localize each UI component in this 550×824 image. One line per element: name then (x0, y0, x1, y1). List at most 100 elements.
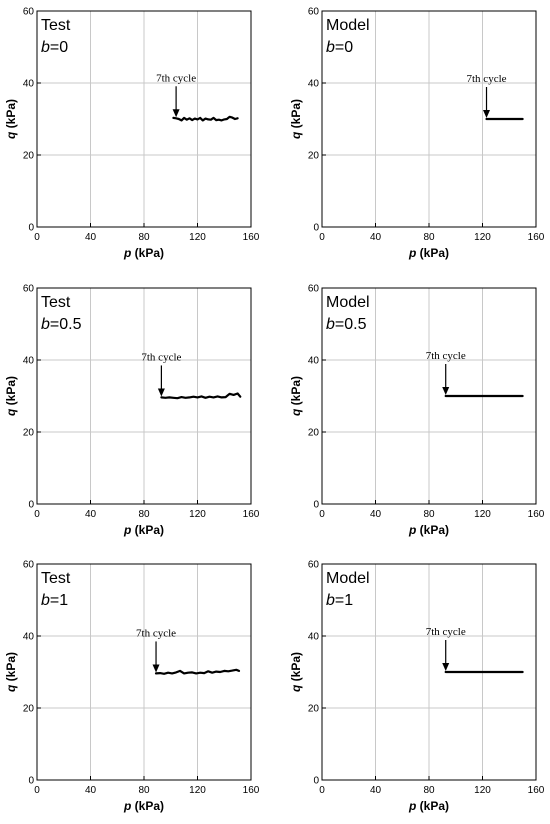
panel-b-value: b=0 (326, 39, 353, 56)
y-tick-label: 40 (23, 632, 35, 643)
b-value: =0.5 (335, 316, 367, 333)
y-axis-unit: (kPa) (4, 652, 18, 685)
x-tick-label: 80 (138, 232, 150, 243)
x-tick-label: 80 (423, 509, 435, 520)
b-value: =0 (50, 39, 68, 56)
x-axis-unit: (kPa) (131, 246, 164, 260)
b-parameter: b (41, 592, 50, 609)
y-axis-variable: q (289, 131, 303, 139)
y-axis-variable: q (4, 131, 18, 139)
y-axis-unit: (kPa) (4, 376, 18, 409)
x-axis-label: p (kPa) (123, 246, 164, 260)
x-axis-variable: p (408, 799, 416, 813)
panel-title: Model (326, 294, 370, 311)
x-axis-unit: (kPa) (131, 799, 164, 813)
x-tick-label: 160 (528, 785, 545, 796)
x-tick-label: 0 (34, 509, 40, 520)
panel-b-value: b=1 (326, 592, 353, 609)
y-tick-label: 0 (28, 776, 34, 787)
panel-title: Test (41, 570, 71, 587)
annotation-arrowhead (442, 387, 450, 395)
annotation-arrowhead (483, 110, 491, 118)
y-tick-label: 60 (23, 7, 35, 18)
data-series-line (160, 392, 242, 400)
b-value: =0 (335, 39, 353, 56)
b-parameter: b (326, 316, 335, 333)
panel-title: Model (326, 570, 370, 587)
b-parameter: b (326, 39, 335, 56)
y-tick-label: 60 (308, 7, 320, 18)
x-tick-label: 0 (319, 785, 325, 796)
annotation-label: 7th cycle (141, 351, 181, 363)
y-axis-unit: (kPa) (289, 376, 303, 409)
y-tick-label: 20 (308, 704, 320, 715)
b-parameter: b (326, 592, 335, 609)
y-tick-label: 20 (308, 428, 320, 439)
y-tick-label: 40 (23, 356, 35, 367)
x-tick-label: 120 (474, 232, 491, 243)
x-tick-label: 40 (85, 785, 97, 796)
y-tick-label: 40 (308, 79, 320, 90)
x-tick-label: 120 (189, 232, 206, 243)
x-tick-label: 120 (474, 785, 491, 796)
panel-b-value: b=0.5 (41, 316, 82, 333)
x-tick-label: 40 (85, 232, 97, 243)
x-axis-label: p (kPa) (408, 246, 449, 260)
y-tick-label: 60 (308, 284, 320, 295)
y-axis-variable: q (4, 408, 18, 416)
x-axis-unit: (kPa) (416, 523, 449, 537)
x-tick-label: 160 (243, 232, 260, 243)
y-tick-label: 0 (313, 223, 319, 234)
x-tick-label: 160 (243, 509, 260, 520)
y-axis-label: q (kPa) (289, 652, 303, 692)
b-value: =0.5 (50, 316, 82, 333)
data-series-line (172, 115, 239, 122)
x-tick-label: 120 (474, 509, 491, 520)
x-tick-label: 40 (370, 785, 382, 796)
x-tick-label: 160 (528, 232, 545, 243)
y-axis-variable: q (289, 408, 303, 416)
x-axis-variable: p (123, 799, 131, 813)
y-axis-label: q (kPa) (4, 652, 18, 692)
x-tick-label: 0 (319, 232, 325, 243)
y-axis-label: q (kPa) (289, 376, 303, 416)
x-tick-label: 160 (528, 509, 545, 520)
x-axis-unit: (kPa) (416, 246, 449, 260)
x-axis-variable: p (408, 246, 416, 260)
x-tick-label: 160 (243, 785, 260, 796)
y-axis-label: q (kPa) (4, 376, 18, 416)
x-tick-label: 80 (138, 785, 150, 796)
x-tick-label: 120 (189, 785, 206, 796)
annotation-label: 7th cycle (426, 626, 466, 638)
y-tick-label: 20 (23, 151, 35, 162)
x-axis-label: p (kPa) (408, 523, 449, 537)
x-tick-label: 40 (85, 509, 97, 520)
panel-b-value: b=0 (41, 39, 68, 56)
annotation-arrowhead (157, 388, 165, 397)
x-axis-label: p (kPa) (408, 799, 449, 813)
y-tick-label: 60 (23, 560, 35, 571)
panel-title: Model (326, 17, 370, 34)
y-tick-label: 20 (308, 151, 320, 162)
x-tick-label: 40 (370, 232, 382, 243)
y-tick-label: 60 (308, 560, 320, 571)
y-axis-label: q (kPa) (4, 99, 18, 139)
annotation-label: 7th cycle (426, 350, 466, 362)
panel-b-value: b=0.5 (326, 316, 367, 333)
panel-title: Test (41, 17, 71, 34)
x-tick-label: 80 (138, 509, 150, 520)
b-value: =1 (50, 592, 68, 609)
x-axis-label: p (kPa) (123, 523, 164, 537)
y-tick-label: 20 (23, 704, 35, 715)
x-axis-variable: p (123, 523, 131, 537)
x-axis-variable: p (123, 246, 131, 260)
panel-b-value: b=1 (41, 592, 68, 609)
y-tick-label: 40 (308, 356, 320, 367)
y-tick-label: 40 (23, 79, 35, 90)
